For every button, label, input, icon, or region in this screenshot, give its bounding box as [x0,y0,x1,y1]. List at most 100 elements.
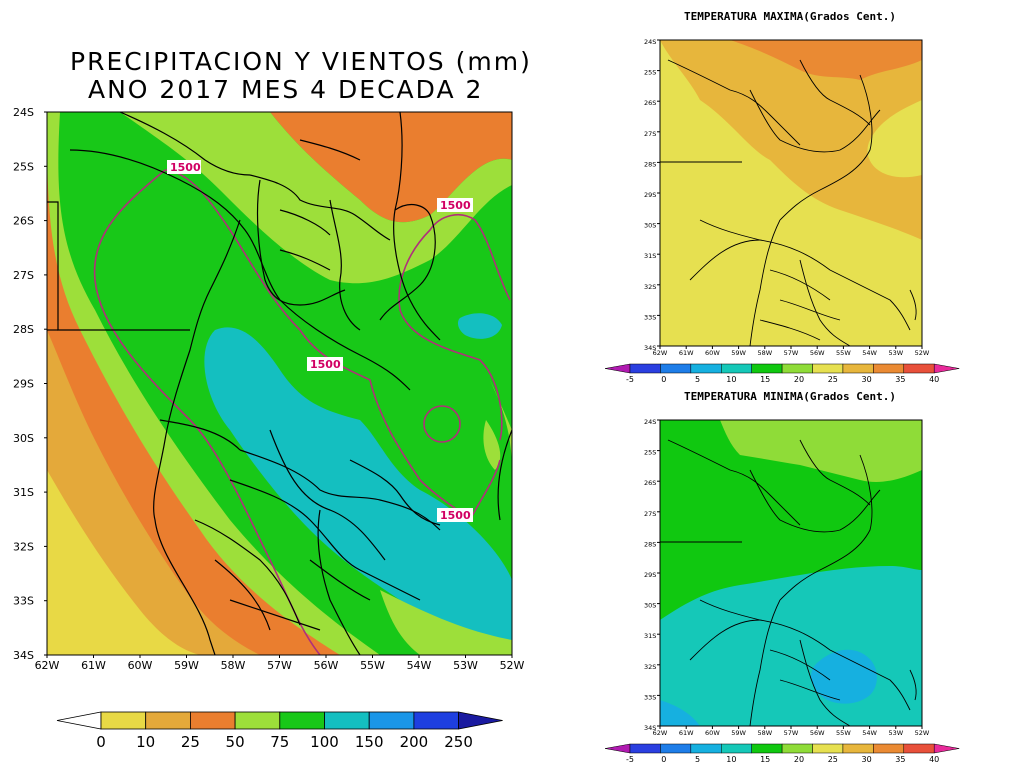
colorbar-segment [189,711,236,730]
tmax_map-lat-label: 32S [644,283,656,291]
tmax_map-lat-label: 34S [644,344,656,352]
tmin_map-lon-label: 58W [757,729,772,737]
colorbar-tick-label: -5 [626,375,634,384]
colorbar-tick-label: 30 [862,375,872,384]
main_map-lat-label: 28S [13,323,34,336]
precip-field-lightgreen-north [120,112,512,284]
colorbar-segment [842,363,874,374]
colorbar-tick-label: 0 [661,755,666,764]
main_map-lat-label: 26S [13,215,34,228]
colorbar-segment [812,363,844,374]
colorbar-tick-label: -5 [626,755,634,764]
precip-colorbar: 0 10 25 50 75 100 150 200 250 [56,711,503,751]
tmax_map-lat-label: 29S [644,191,656,199]
colorbar-segment [812,743,844,754]
precipitation-map: 1500 1500 1500 1500 [47,112,512,655]
main_map-lat-label: 24S [13,106,34,119]
contour-label-1500-c: 1500 [310,358,341,371]
main_map-lon-label: 57W [267,659,292,672]
tmin_map-lat-label: 34S [644,724,656,732]
precip-field-cyan-spot [457,313,502,339]
tmin_map-lat-label: 31S [644,632,656,640]
tmin_map-lat-label: 28S [644,540,656,548]
colorbar-segment [413,711,459,730]
tmax_map-lat-label: 26S [644,99,656,107]
colorbar-segment [458,711,503,730]
precip-field-yellow-sw [47,470,200,655]
colorbar-segment [629,363,661,374]
tmin_map-lat-label: 26S [644,479,656,487]
colorbar-tick-label: 100 [310,733,339,751]
colorbar-segment [145,711,191,730]
tmax_map-lat-label: 24S [644,38,656,46]
tmax_map-lon-label: 52W [915,349,930,357]
colorbar-tick-label: 5 [695,755,700,764]
tmax-map [660,40,922,346]
main_map-lon-label: 52W [500,659,525,672]
colorbar-segment [903,363,935,374]
precip-field-lightgreen-spot [483,420,501,470]
tmin-field-lightgreen [720,420,922,482]
contour-label-1500-d: 1500 [440,509,471,522]
tmax_map-lat-label: 30S [644,222,656,230]
contour-label-group: 1500 1500 1500 1500 [167,160,473,522]
contour-label-1500-b: 1500 [440,199,471,212]
tmax_map-lat-label: 27S [644,130,656,138]
colorbar-tick-label: 75 [270,733,289,751]
tmin_map-lat-label: 32S [644,663,656,671]
tmax_map-lon-label: 55W [836,349,851,357]
main_map-lon-label: 61W [81,659,106,672]
tmin_map-lon-label: 57W [784,729,799,737]
colorbar-tick-label: 15 [760,755,770,764]
colorbar-tick-label: 25 [828,755,838,764]
tmin-field-lightblue [810,649,877,704]
colorbar-tick-label: 40 [929,375,939,384]
tmin_map-lat-label: 33S [644,693,656,701]
colorbar-segment [842,743,874,754]
tmin_map-lon-label: 52W [915,729,930,737]
tmin-field-lightblue-sw [660,700,700,726]
colorbar-tick-label: 50 [226,733,245,751]
colorbar-segment [690,363,722,374]
main_map-lat-label: 30S [13,432,34,445]
colorbar-tick-label: 10 [726,375,736,384]
main_map-lon-label: 56W [314,659,339,672]
tmax_map-lon-label: 53W [888,349,903,357]
tmax-colorbar: -5 0 5 10 15 20 25 30 35 40 [604,363,960,384]
colorbar-segment [903,743,935,754]
colorbar-tick-label: 15 [760,375,770,384]
main_map-lat-label: 33S [13,595,34,608]
tmin-colorbar: -5 0 5 10 15 20 25 30 35 40 [604,743,960,764]
tmax_map-lon-label: 57W [784,349,799,357]
precip-field-cyan-central [204,327,512,655]
tmax-field-yellow-spot [905,148,922,169]
precip-field-lightgreen-east [490,380,512,470]
colorbar-segment [873,743,905,754]
tmin_map-lat-label: 30S [644,602,656,610]
tmax-borders [660,59,917,346]
tmin-borders [660,439,917,726]
precip-field-orange-ne [270,112,512,223]
tmin_map-lat-label: 25S [644,449,656,457]
colorbar-segment [604,363,631,374]
colorbar-segment [324,711,370,730]
tmin_map-lon-label: 59W [731,729,746,737]
tmax_map-lon-label: 62W [653,349,668,357]
colorbar-segment [100,711,147,730]
colorbar-tick-label: 200 [400,733,429,751]
tmax-field-darkyellow [660,40,922,240]
tmin-map [660,420,922,726]
colorbar-segment [933,743,960,754]
tmax-field-orange [730,40,922,80]
colorbar-segment [751,363,783,374]
main_map-lat-label: 29S [13,378,34,391]
colorbar-segment [873,363,905,374]
contour-label-1500-a: 1500 [170,161,201,174]
tmin_map-lon-label: 55W [836,729,851,737]
colorbar-segment [751,743,783,754]
tmin_map-lat-label: 24S [644,418,656,426]
tmin_map-lat-label: 27S [644,510,656,518]
